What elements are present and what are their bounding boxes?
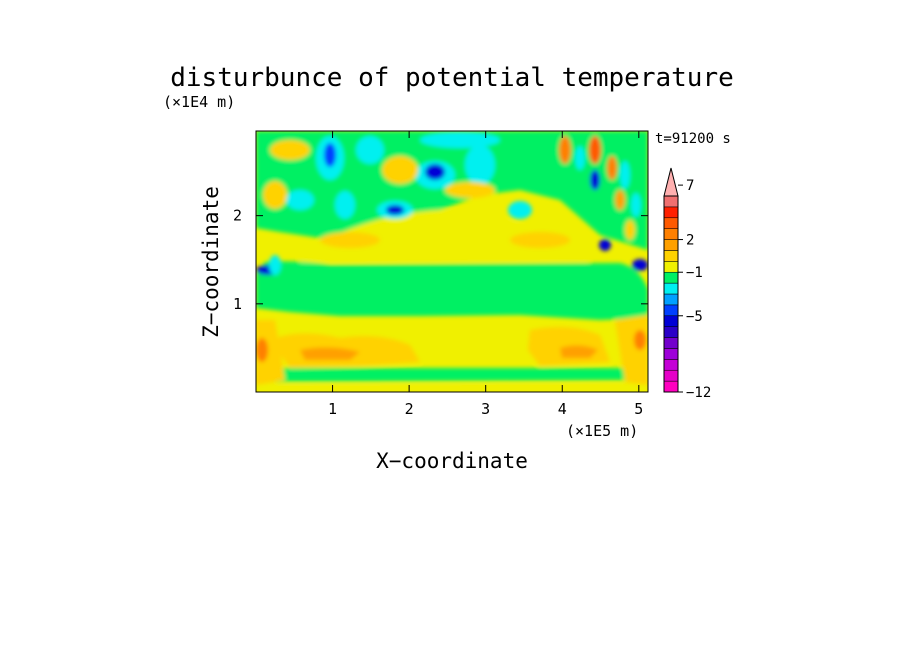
- time-label: t=91200 s: [655, 131, 731, 147]
- colorbar-segment: [663, 206, 679, 219]
- colorbar-extend-arrow: [663, 167, 679, 197]
- colorbar-segment: [663, 293, 679, 306]
- colorbar-tick-label: −5: [686, 309, 703, 325]
- x-tick-label: 5: [634, 400, 643, 418]
- colorbar-segment: [663, 271, 679, 284]
- colorbar-segment: [663, 326, 679, 338]
- colorbar-tick-label: −1: [686, 265, 703, 281]
- x-axis-label: X−coordinate: [376, 449, 528, 473]
- colorbar-segment: [663, 228, 679, 240]
- x-tick-label: 1: [328, 400, 337, 418]
- colorbar-segment: [663, 282, 679, 295]
- colorbar-segment: [663, 250, 679, 262]
- y-tick-label: 2: [233, 207, 242, 225]
- y-unit-label: (×1E4 m): [163, 93, 235, 111]
- colorbar-segment: [663, 217, 679, 229]
- colorbar-segment: [663, 239, 679, 251]
- colorbar-segment: [663, 261, 679, 273]
- colorbar-segment: [663, 369, 679, 382]
- plot-frame: [255, 130, 649, 393]
- x-tick-label: 4: [558, 400, 567, 418]
- colorbar-frame: [663, 195, 679, 393]
- colorbar-tick-label: 2: [686, 233, 694, 249]
- x-unit-label: (×1E5 m): [566, 422, 638, 440]
- x-tick-label: 3: [481, 400, 490, 418]
- colorbar-segment: [663, 337, 679, 349]
- colorbar-segment: [663, 348, 679, 360]
- colorbar-tick-label: −12: [686, 385, 711, 401]
- colorbar-tick-label: 7: [686, 178, 694, 194]
- colorbar-segment: [663, 195, 679, 208]
- x-axis-ticks: 1 2 3 4 5: [328, 131, 643, 418]
- colorbar-segment: [663, 380, 679, 393]
- colorbar-segment: [663, 315, 679, 327]
- contour-field: [256, 131, 648, 392]
- x-tick-label: 2: [405, 400, 414, 418]
- chart-title: disturbunce of potential temperature: [170, 63, 734, 93]
- colorbar: −12−5−127: [663, 167, 711, 401]
- y-tick-label: 1: [233, 295, 242, 313]
- y-axis-label: Z−coordinate: [199, 186, 223, 338]
- colorbar-segment: [663, 304, 679, 317]
- y-axis-ticks: 12: [233, 207, 648, 313]
- colorbar-segment: [663, 359, 679, 371]
